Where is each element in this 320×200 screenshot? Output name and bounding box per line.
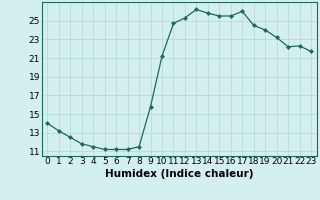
X-axis label: Humidex (Indice chaleur): Humidex (Indice chaleur) <box>105 169 253 179</box>
